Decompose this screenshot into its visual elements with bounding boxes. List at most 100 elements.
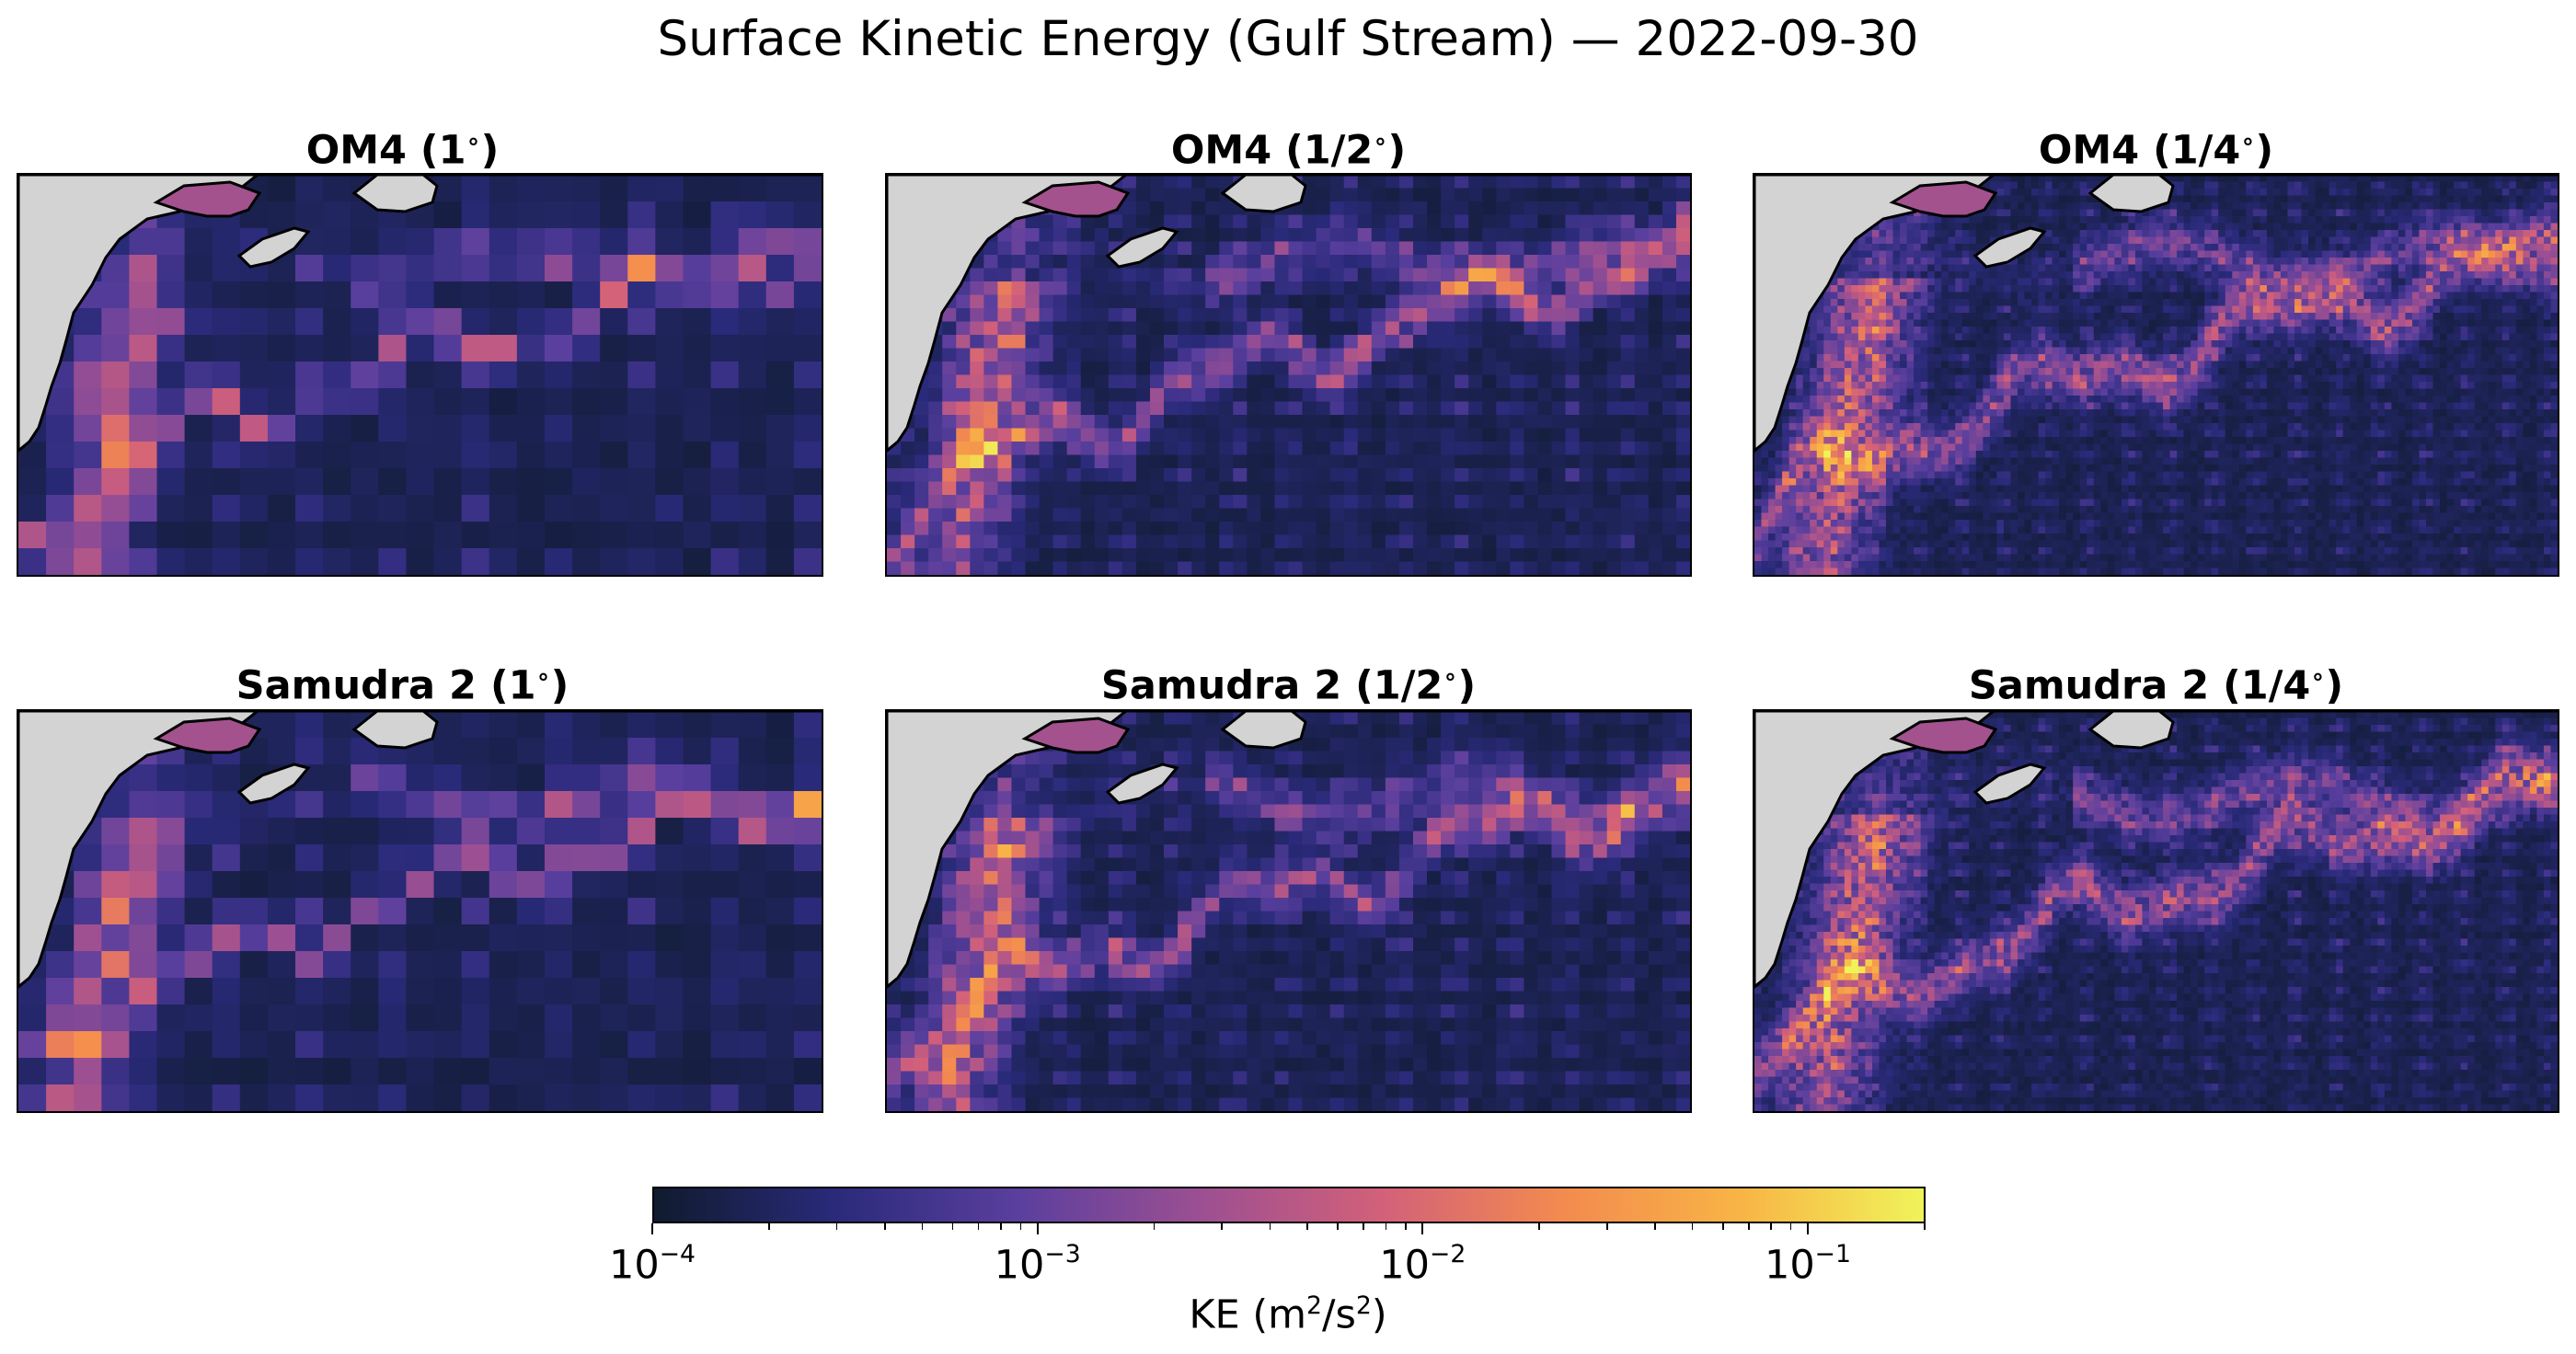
heatmap-cell: [1274, 335, 1290, 350]
heatmap-cell: [1302, 335, 1317, 350]
heatmap-cell: [1955, 292, 1963, 300]
heatmap-cell: [2169, 264, 2178, 272]
heatmap-cell: [793, 415, 822, 442]
heatmap-cell: [323, 388, 351, 416]
heatmap-cell: [2225, 264, 2233, 272]
heatmap-cell: [2107, 264, 2115, 272]
heatmap-cell: [2232, 244, 2240, 252]
heatmap-cell: [2419, 244, 2427, 252]
heatmap-cell: [2377, 271, 2386, 280]
heatmap-cell: [1371, 321, 1386, 336]
heatmap-cell: [2460, 319, 2468, 327]
heatmap-cell: [1398, 428, 1414, 442]
heatmap-cell: [1996, 223, 2005, 231]
heatmap-cell: [2322, 216, 2330, 224]
heatmap-cell: [1648, 214, 1663, 229]
heatmap-cell: [2010, 209, 2018, 217]
heatmap-cell: [1634, 281, 1650, 296]
heatmap-cell: [997, 522, 1013, 536]
heatmap-cell: [1941, 285, 1949, 293]
heatmap-cell: [1412, 415, 1428, 430]
heatmap-cell: [1219, 508, 1234, 522]
heatmap-cell: [2474, 175, 2482, 183]
heatmap-cell: [1455, 335, 1469, 350]
heatmap-cell: [2550, 223, 2558, 231]
heatmap-cell: [2474, 264, 2482, 272]
heatmap-cell: [1675, 255, 1690, 270]
heatmap-cell: [2266, 175, 2275, 183]
heatmap-cell: [1468, 241, 1483, 256]
heatmap-cell: [1164, 214, 1179, 229]
heatmap-cell: [1468, 401, 1483, 416]
heatmap-cell: [101, 361, 131, 389]
heatmap-cell: [267, 415, 296, 442]
heatmap-cell: [2405, 258, 2413, 266]
heatmap-cell: [2308, 333, 2317, 341]
heatmap-cell: [983, 401, 999, 416]
heatmap-cell: [901, 454, 915, 469]
heatmap-cell: [2370, 285, 2378, 293]
heatmap-cell: [2246, 333, 2254, 341]
heatmap-cell: [2315, 216, 2323, 224]
heatmap-cell: [2073, 264, 2081, 272]
heatmap-cell: [2474, 223, 2482, 231]
heatmap-cell: [239, 415, 269, 442]
heatmap-cell: [2073, 181, 2081, 189]
heatmap-cell: [2073, 236, 2081, 245]
heatmap-cell: [1302, 214, 1317, 229]
heatmap-cell: [101, 442, 131, 469]
heatmap-cell: [2294, 319, 2303, 327]
heatmap-cell: [1247, 534, 1261, 549]
heatmap-cell: [2169, 236, 2178, 245]
heatmap-cell: [2350, 299, 2358, 307]
heatmap-cell: [2467, 278, 2476, 286]
heatmap-cell: [1906, 333, 1915, 341]
heatmap-cell: [2467, 285, 2476, 293]
heatmap-cell: [983, 374, 999, 389]
heatmap-cell: [956, 308, 971, 323]
heatmap-cell: [2515, 278, 2524, 286]
heatmap-cell: [2010, 189, 2018, 197]
heatmap-cell: [1343, 214, 1359, 229]
heatmap-cell: [2336, 319, 2344, 327]
heatmap-cell: [1634, 201, 1650, 216]
heatmap-cell: [1357, 454, 1373, 469]
heatmap-cell: [2065, 333, 2074, 341]
heatmap-cell: [1398, 442, 1414, 456]
heatmap-cell: [1149, 255, 1165, 270]
heatmap-cell: [1343, 321, 1359, 336]
heatmap-cell: [2384, 209, 2392, 217]
heatmap-cell: [1606, 548, 1622, 563]
heatmap-cell: [600, 415, 628, 442]
heatmap-cell: [1920, 292, 1928, 300]
heatmap-cell: [1927, 264, 1936, 272]
heatmap-cell: [1094, 454, 1110, 469]
heatmap-cell: [156, 255, 186, 282]
heatmap-cell: [1851, 299, 1859, 307]
heatmap-cell: [1648, 442, 1663, 456]
heatmap-cell: [2523, 216, 2531, 224]
heatmap-cell: [970, 335, 984, 350]
heatmap-cell: [738, 442, 767, 469]
heatmap-cell: [1927, 299, 1936, 307]
heatmap-cell: [2177, 195, 2185, 203]
heatmap-cell: [1989, 278, 1998, 286]
heatmap-cell: [2529, 236, 2538, 245]
heatmap-cell: [2356, 250, 2364, 258]
heatmap-cell: [1011, 335, 1027, 350]
heatmap-cell: [2481, 264, 2490, 272]
heatmap-cell: [2391, 299, 2399, 307]
heatmap-cell: [2411, 327, 2421, 335]
heatmap-cell: [1274, 534, 1290, 549]
heatmap-cell: [1941, 319, 1949, 327]
heatmap-cell: [1844, 278, 1852, 286]
heatmap-cell: [2024, 216, 2032, 224]
heatmap-cell: [378, 255, 408, 282]
heatmap-cell: [2197, 319, 2205, 327]
heatmap-cell: [2169, 258, 2178, 266]
heatmap-cell: [710, 228, 740, 256]
heatmap-cell: [1233, 361, 1248, 376]
heatmap-cell: [2336, 244, 2344, 252]
heatmap-cell: [2024, 327, 2032, 335]
heatmap-cell: [1844, 305, 1852, 314]
